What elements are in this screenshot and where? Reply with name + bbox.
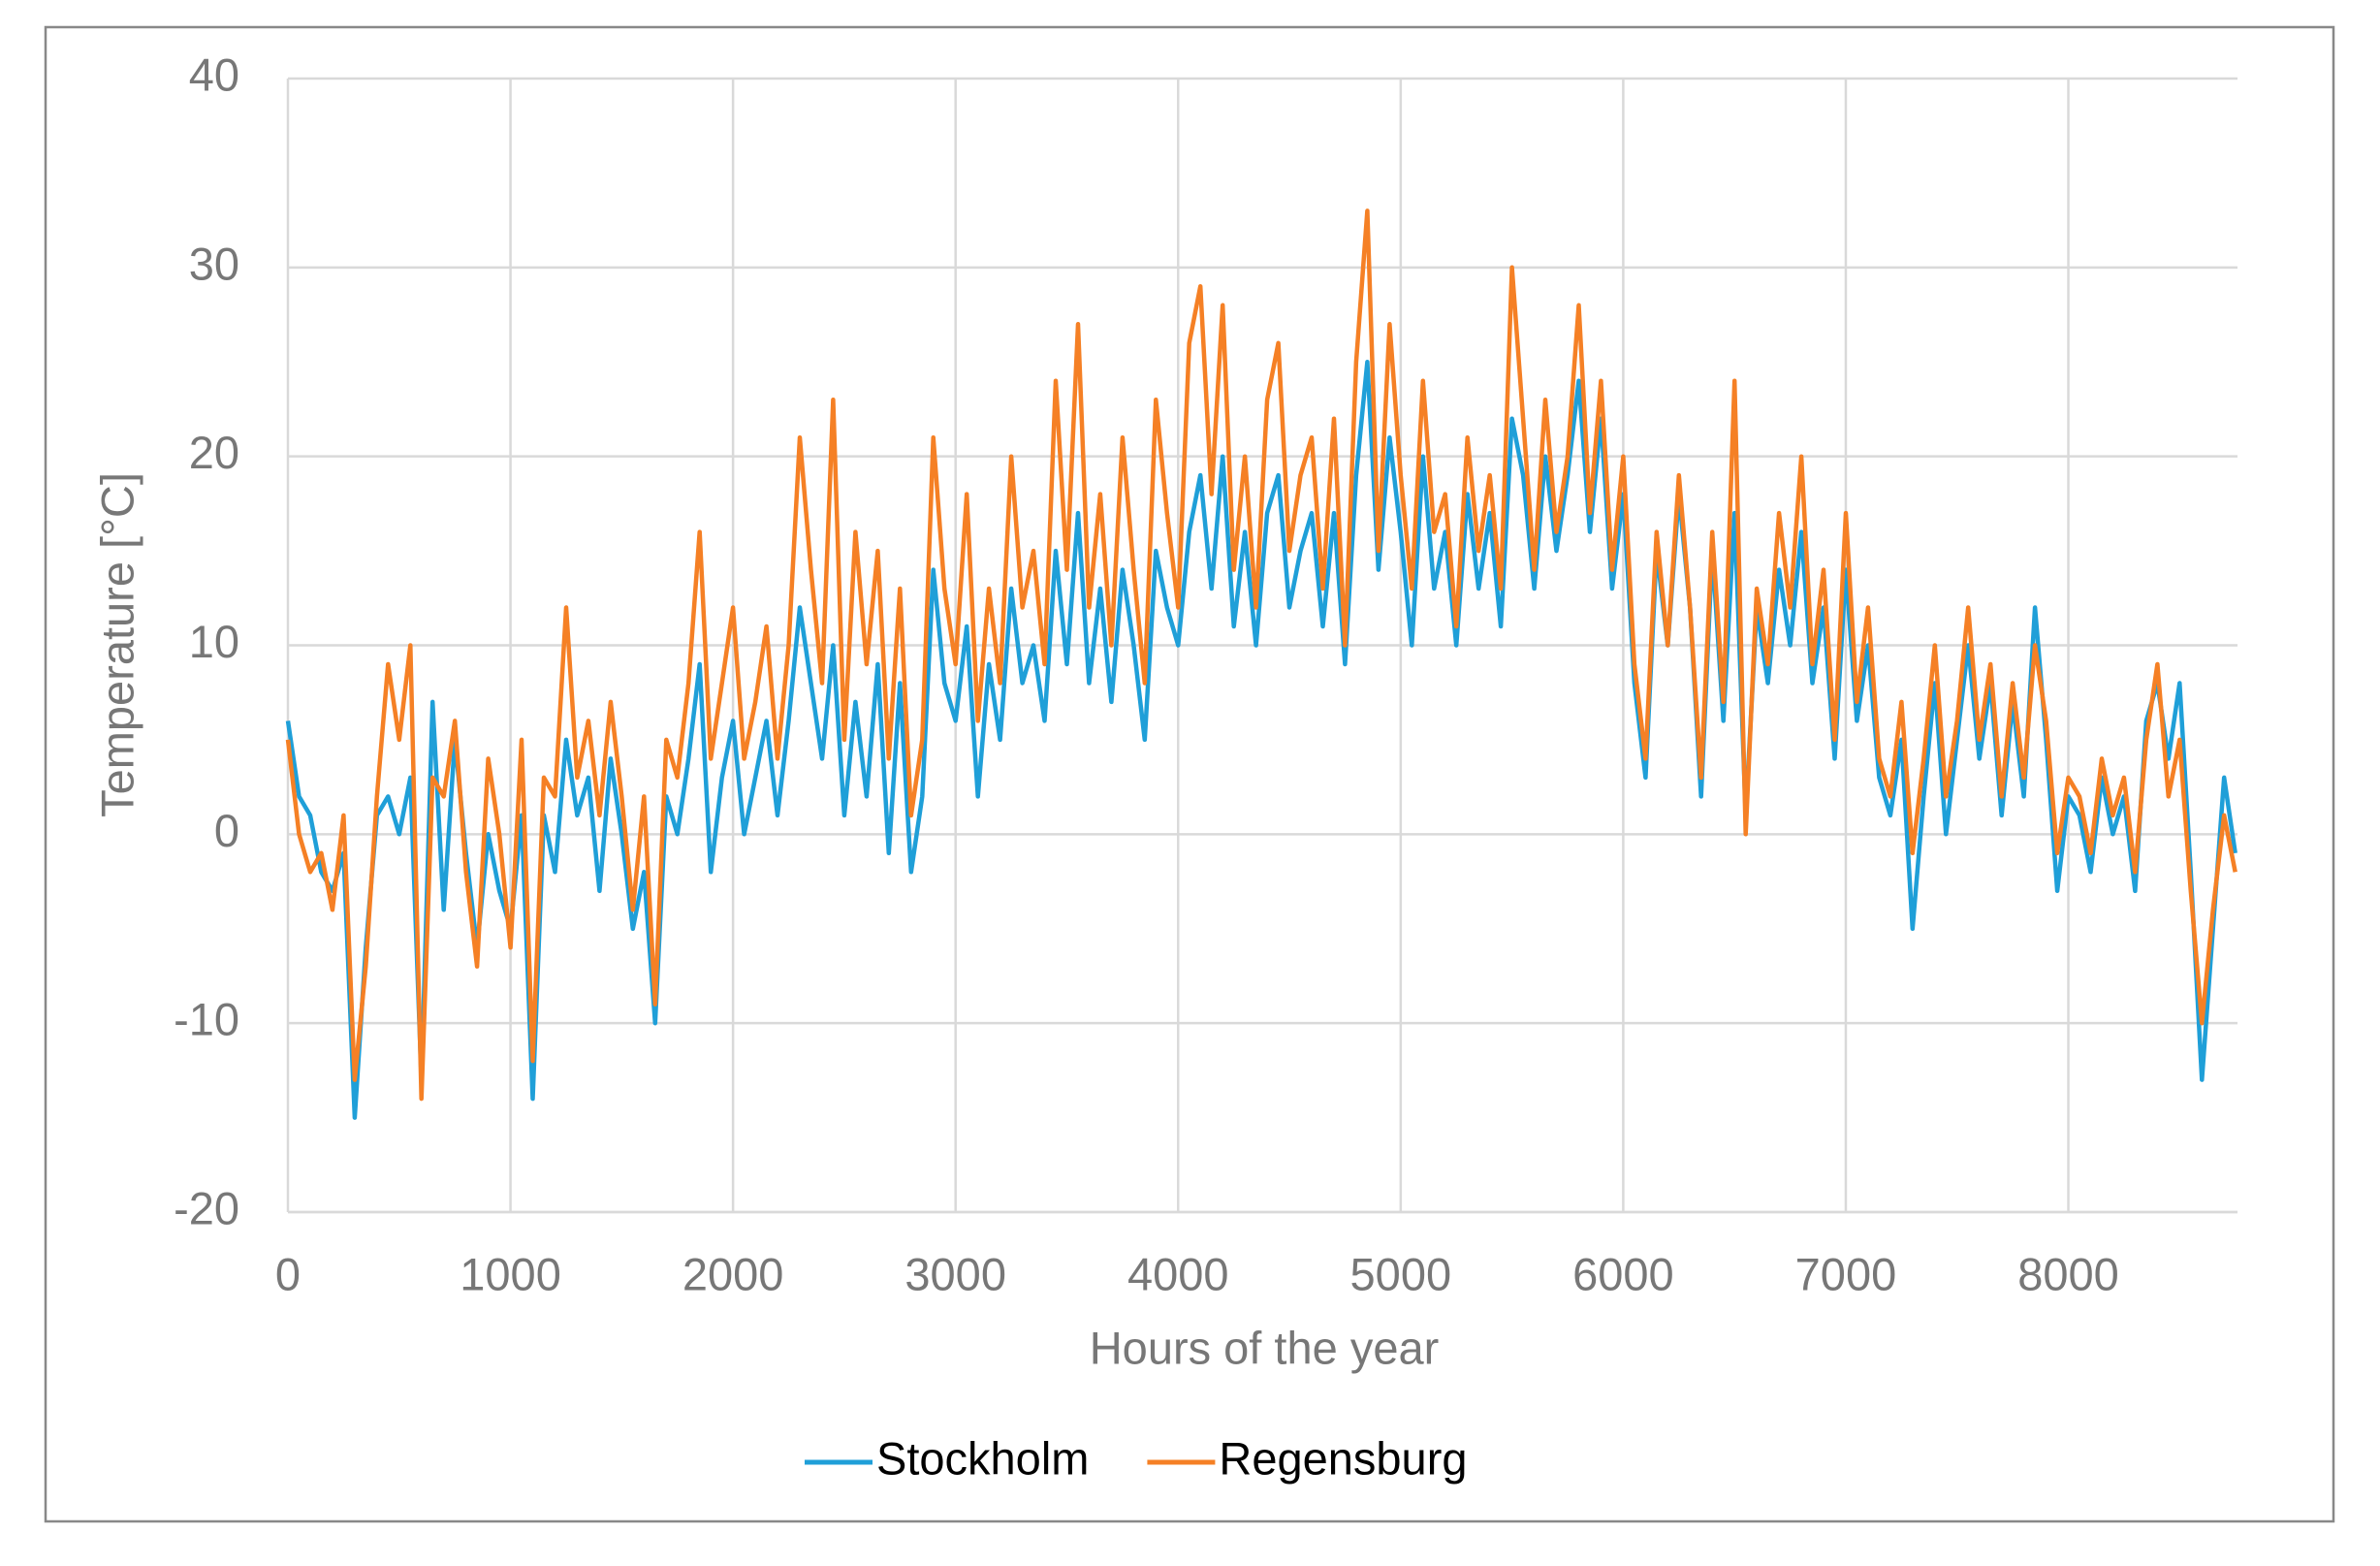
y-axis-title: Temperature [°C]: [91, 472, 143, 817]
y-tick-label: 40: [189, 48, 239, 100]
legend-label: Stockholm: [876, 1432, 1089, 1484]
x-tick-label: 6000: [1572, 1248, 1674, 1299]
x-axis-title: Hours of the year: [1090, 1322, 1440, 1373]
x-tick-label: 2000: [682, 1248, 784, 1299]
y-tick-label: -20: [174, 1182, 239, 1233]
series-line: [285, 360, 2237, 1120]
y-tick-label: 0: [214, 805, 239, 856]
y-tick-label: 30: [189, 238, 239, 289]
y-tick-label: 20: [189, 427, 239, 478]
y-tick-label: 10: [189, 616, 239, 667]
x-tick-label: 1000: [460, 1248, 561, 1299]
x-tick-label: 4000: [1127, 1248, 1229, 1299]
x-tick-label: 7000: [1795, 1248, 1897, 1299]
x-tick-label: 8000: [2017, 1248, 2119, 1299]
x-tick-label: 0: [275, 1248, 301, 1299]
legend-label: Regensburg: [1219, 1432, 1467, 1484]
series-line: [285, 208, 2237, 1102]
x-tick-label: 3000: [904, 1248, 1006, 1299]
x-tick-label: 5000: [1350, 1248, 1452, 1299]
y-tick-label: -10: [174, 994, 239, 1045]
